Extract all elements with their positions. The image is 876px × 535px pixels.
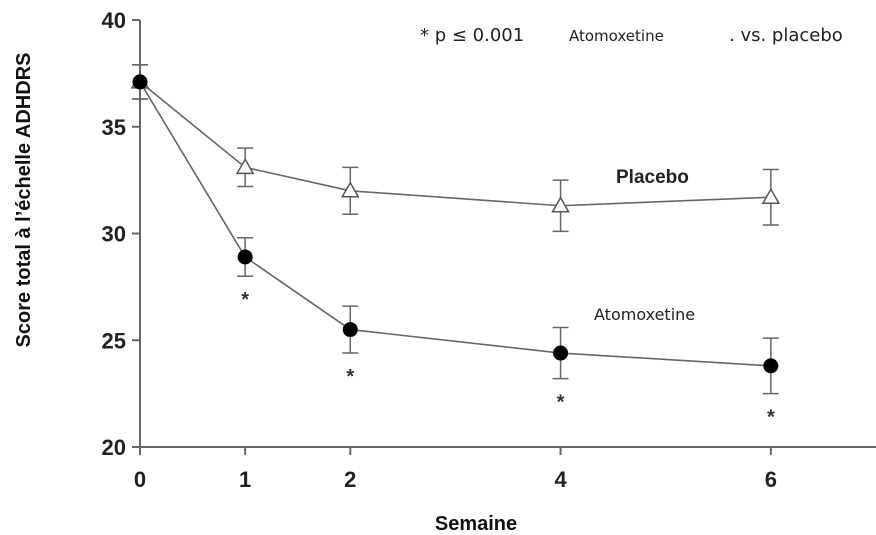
data-point-placebo [235, 157, 255, 175]
data-point-atomoxetine [342, 322, 358, 338]
x-tick-label: 1 [239, 467, 251, 492]
data-point-placebo [761, 187, 781, 204]
x-tick-label: 4 [554, 467, 567, 492]
y-tick-label: 20 [102, 435, 126, 460]
y-tick-labels: 20 25 30 35 40 [102, 8, 126, 460]
y-axis-title: Score total à l’échelle ADHDRS [13, 53, 35, 348]
x-tick-label: 2 [344, 467, 356, 492]
y-tick-label: 40 [102, 8, 126, 33]
y-tick-label: 25 [102, 328, 126, 353]
data-point-atomoxetine [553, 345, 569, 361]
y-tick-label: 30 [102, 222, 126, 247]
data-point-placebo [340, 181, 360, 198]
significance-star: * [241, 289, 249, 311]
series-label-placebo: Placebo [616, 167, 689, 188]
series-label-atomoxetine: Atomoxetine [594, 305, 695, 324]
p-value-annotation: * p ≤ 0.001 [420, 25, 524, 46]
data-point-atomoxetine [237, 249, 253, 265]
data-point-atomoxetine [763, 358, 779, 374]
annotation-vs-placebo: . vs. placebo [729, 25, 843, 46]
data-point-atomoxetine [132, 74, 148, 90]
y-tick-label: 35 [102, 115, 126, 140]
x-tick-label: 0 [134, 467, 146, 492]
significance-star: * [767, 407, 775, 429]
significance-star: * [346, 366, 354, 388]
x-axis-title: Semaine [435, 513, 517, 535]
data-point-placebo [551, 196, 570, 213]
markers [130, 72, 781, 374]
annotation-atomoxetine: Atomoxetine [569, 27, 664, 45]
x-tick-label: 6 [765, 467, 777, 492]
x-tick-labels: 0 1 2 4 6 [134, 467, 777, 492]
significance-star: * [557, 392, 565, 414]
significance-marks: * * * * [241, 289, 775, 428]
